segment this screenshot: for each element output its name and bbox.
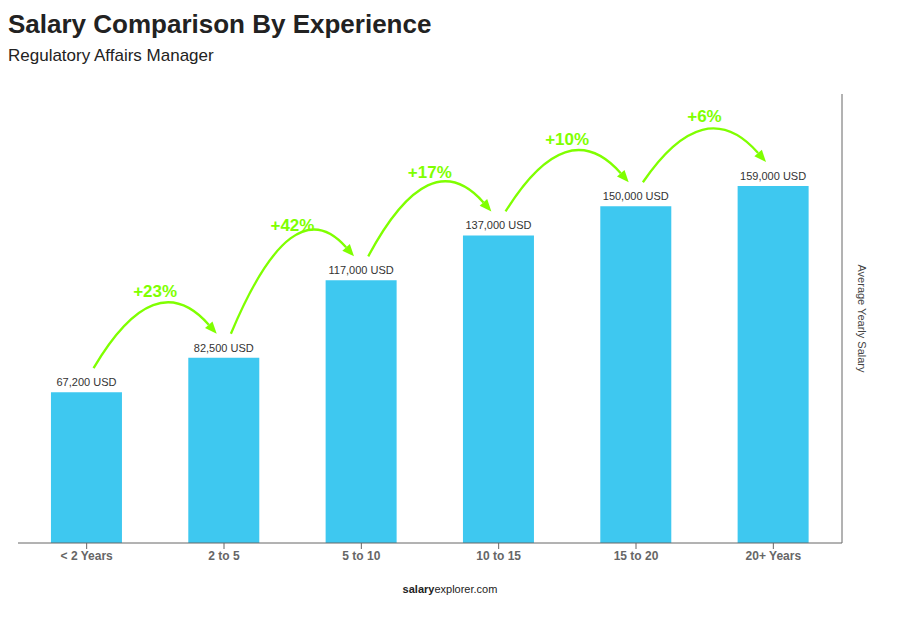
svg-text:15 to 20: 15 to 20 xyxy=(614,549,659,563)
svg-text:Average Yearly Salary: Average Yearly Salary xyxy=(856,264,868,373)
html-text:salary explorer.com: salary explorer.com xyxy=(402,583,498,595)
svg-text:< 2 Years: < 2 Years xyxy=(61,549,113,563)
svg-text:5 to 10: 5 to 10 xyxy=(342,549,380,563)
svg-text:10 to 15: 10 to 15 xyxy=(476,549,521,563)
svg-text:137,000 USD: 137,000 USD xyxy=(465,219,531,231)
svg-text:67,200 USD: 67,200 USD xyxy=(56,376,116,388)
svg-text:+6%: +6% xyxy=(687,107,722,126)
svg-text:159,000 USD: 159,000 USD xyxy=(740,170,806,182)
svg-text:+23%: +23% xyxy=(133,282,177,301)
svg-text:20+ Years: 20+ Years xyxy=(746,549,802,563)
svg-text:+10%: +10% xyxy=(545,130,589,149)
svg-text:+42%: +42% xyxy=(270,216,314,235)
html-text:Salary Comparison By Experienc: Salary Comparison By Experience xyxy=(8,9,432,39)
svg-text:+17%: +17% xyxy=(408,163,452,182)
html-text:Regulatory Affairs Manager: Regulatory Affairs Manager xyxy=(8,46,214,65)
svg-text:82,500 USD: 82,500 USD xyxy=(194,342,254,354)
svg-text:117,000 USD: 117,000 USD xyxy=(329,264,394,276)
svg-text:2 to 5: 2 to 5 xyxy=(208,549,240,563)
svg-text:150,000 USD: 150,000 USD xyxy=(603,190,669,202)
